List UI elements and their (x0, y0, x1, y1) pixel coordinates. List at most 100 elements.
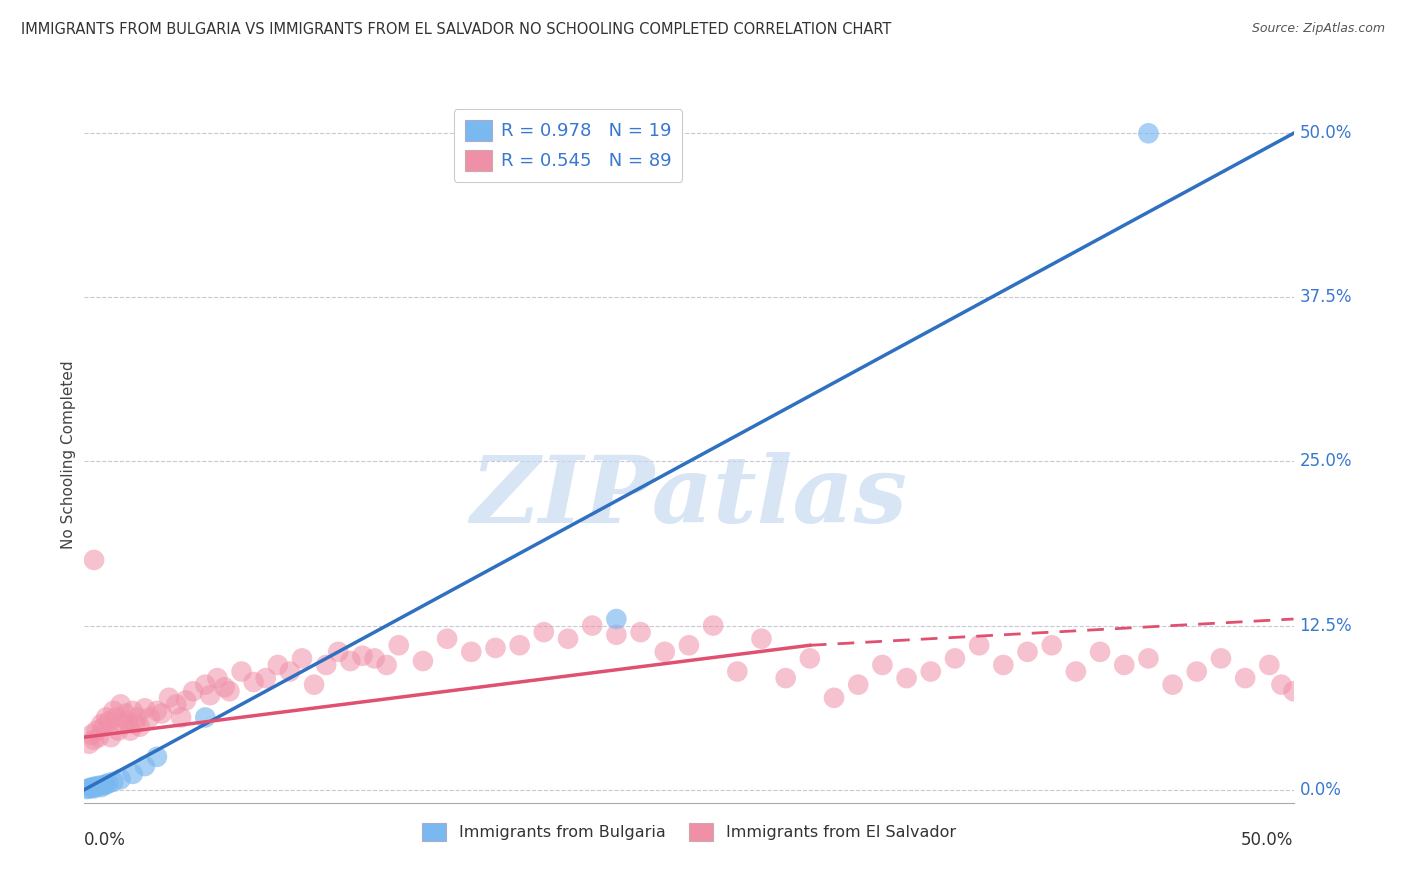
Point (86, 723, 108, 738)
Point (87, 730, 110, 744)
Point (1258, 657, 1281, 672)
Point (181, 684, 204, 698)
Point (83, 781, 105, 796)
Point (146, 704, 169, 718)
Point (751, 632, 773, 646)
Point (110, 772, 132, 787)
Point (107, 723, 129, 738)
Point (94, 710, 117, 724)
Point (77, 737, 100, 751)
Point (775, 671, 797, 685)
Point (533, 625, 555, 640)
Point (1064, 665, 1087, 679)
Point (1161, 678, 1184, 692)
Point (93, 778, 115, 792)
Text: IMMIGRANTS FROM BULGARIA VS IMMIGRANTS FROM EL SALVADOR NO SCHOOLING COMPLETED C: IMMIGRANTS FROM BULGARIA VS IMMIGRANTS F… (21, 22, 891, 37)
Point (993, 657, 1015, 672)
Point (242, 675, 264, 690)
Point (103, 704, 125, 718)
Point (82, 780, 104, 794)
Text: 50.0%: 50.0% (1299, 124, 1353, 143)
Point (134, 759, 156, 773)
Point (678, 638, 700, 652)
Point (207, 671, 229, 685)
Point (134, 701, 156, 715)
Point (702, 618, 724, 632)
Point (1282, 684, 1305, 698)
Point (214, 680, 236, 694)
Text: 25.0%: 25.0% (1299, 452, 1353, 470)
Point (1114, 657, 1136, 672)
Point (110, 698, 132, 712)
Point (254, 671, 277, 685)
Point (436, 632, 458, 646)
Text: 50.0%: 50.0% (1241, 830, 1294, 848)
Point (967, 638, 990, 652)
Legend: Immigrants from Bulgaria, Immigrants from El Salvador: Immigrants from Bulgaria, Immigrants fro… (415, 817, 963, 847)
Point (315, 657, 337, 672)
Point (412, 654, 434, 668)
Point (218, 684, 240, 698)
Point (581, 618, 603, 632)
Point (1209, 651, 1232, 665)
Point (1137, 651, 1160, 665)
Point (150, 706, 173, 721)
Point (231, 665, 253, 679)
Point (920, 665, 942, 679)
Point (93, 720, 115, 734)
Point (121, 704, 143, 718)
Point (725, 665, 748, 679)
Point (129, 720, 152, 734)
Point (170, 710, 193, 724)
Point (872, 657, 894, 672)
Point (194, 710, 217, 724)
Point (291, 651, 314, 665)
Point (605, 628, 627, 642)
Point (509, 638, 531, 652)
Point (157, 690, 180, 705)
Point (654, 645, 676, 659)
Point (1017, 645, 1039, 659)
Text: 0.0%: 0.0% (84, 830, 127, 848)
Point (943, 651, 966, 665)
Point (121, 767, 143, 781)
Point (557, 632, 579, 646)
Point (388, 638, 411, 652)
Point (165, 698, 187, 712)
Point (460, 645, 482, 659)
Point (117, 714, 139, 729)
Text: Source: ZipAtlas.com: Source: ZipAtlas.com (1251, 22, 1385, 36)
Point (267, 657, 290, 672)
Point (339, 654, 361, 668)
Point (90, 717, 112, 731)
Point (146, 749, 169, 764)
Point (120, 723, 142, 738)
Point (97, 776, 120, 790)
Point (1040, 638, 1063, 652)
Text: 37.5%: 37.5% (1299, 288, 1353, 306)
Point (138, 710, 160, 724)
Point (87, 779, 110, 793)
Text: ZIPatlas: ZIPatlas (471, 451, 907, 541)
Point (823, 690, 845, 705)
Point (278, 665, 301, 679)
Point (90, 780, 112, 794)
Point (103, 774, 125, 789)
Point (1088, 645, 1111, 659)
Point (799, 651, 821, 665)
Text: 0.0%: 0.0% (1299, 780, 1341, 798)
Point (83, 553, 105, 567)
Point (83, 732, 105, 747)
Point (605, 612, 627, 626)
Point (94, 777, 117, 791)
Text: 12.5%: 12.5% (1299, 616, 1353, 634)
Point (80, 780, 103, 795)
Point (104, 710, 127, 724)
Point (198, 688, 221, 702)
Point (86, 780, 108, 794)
Point (328, 645, 350, 659)
Point (100, 730, 122, 744)
Point (127, 710, 149, 724)
Point (124, 717, 146, 731)
Point (77, 781, 100, 796)
